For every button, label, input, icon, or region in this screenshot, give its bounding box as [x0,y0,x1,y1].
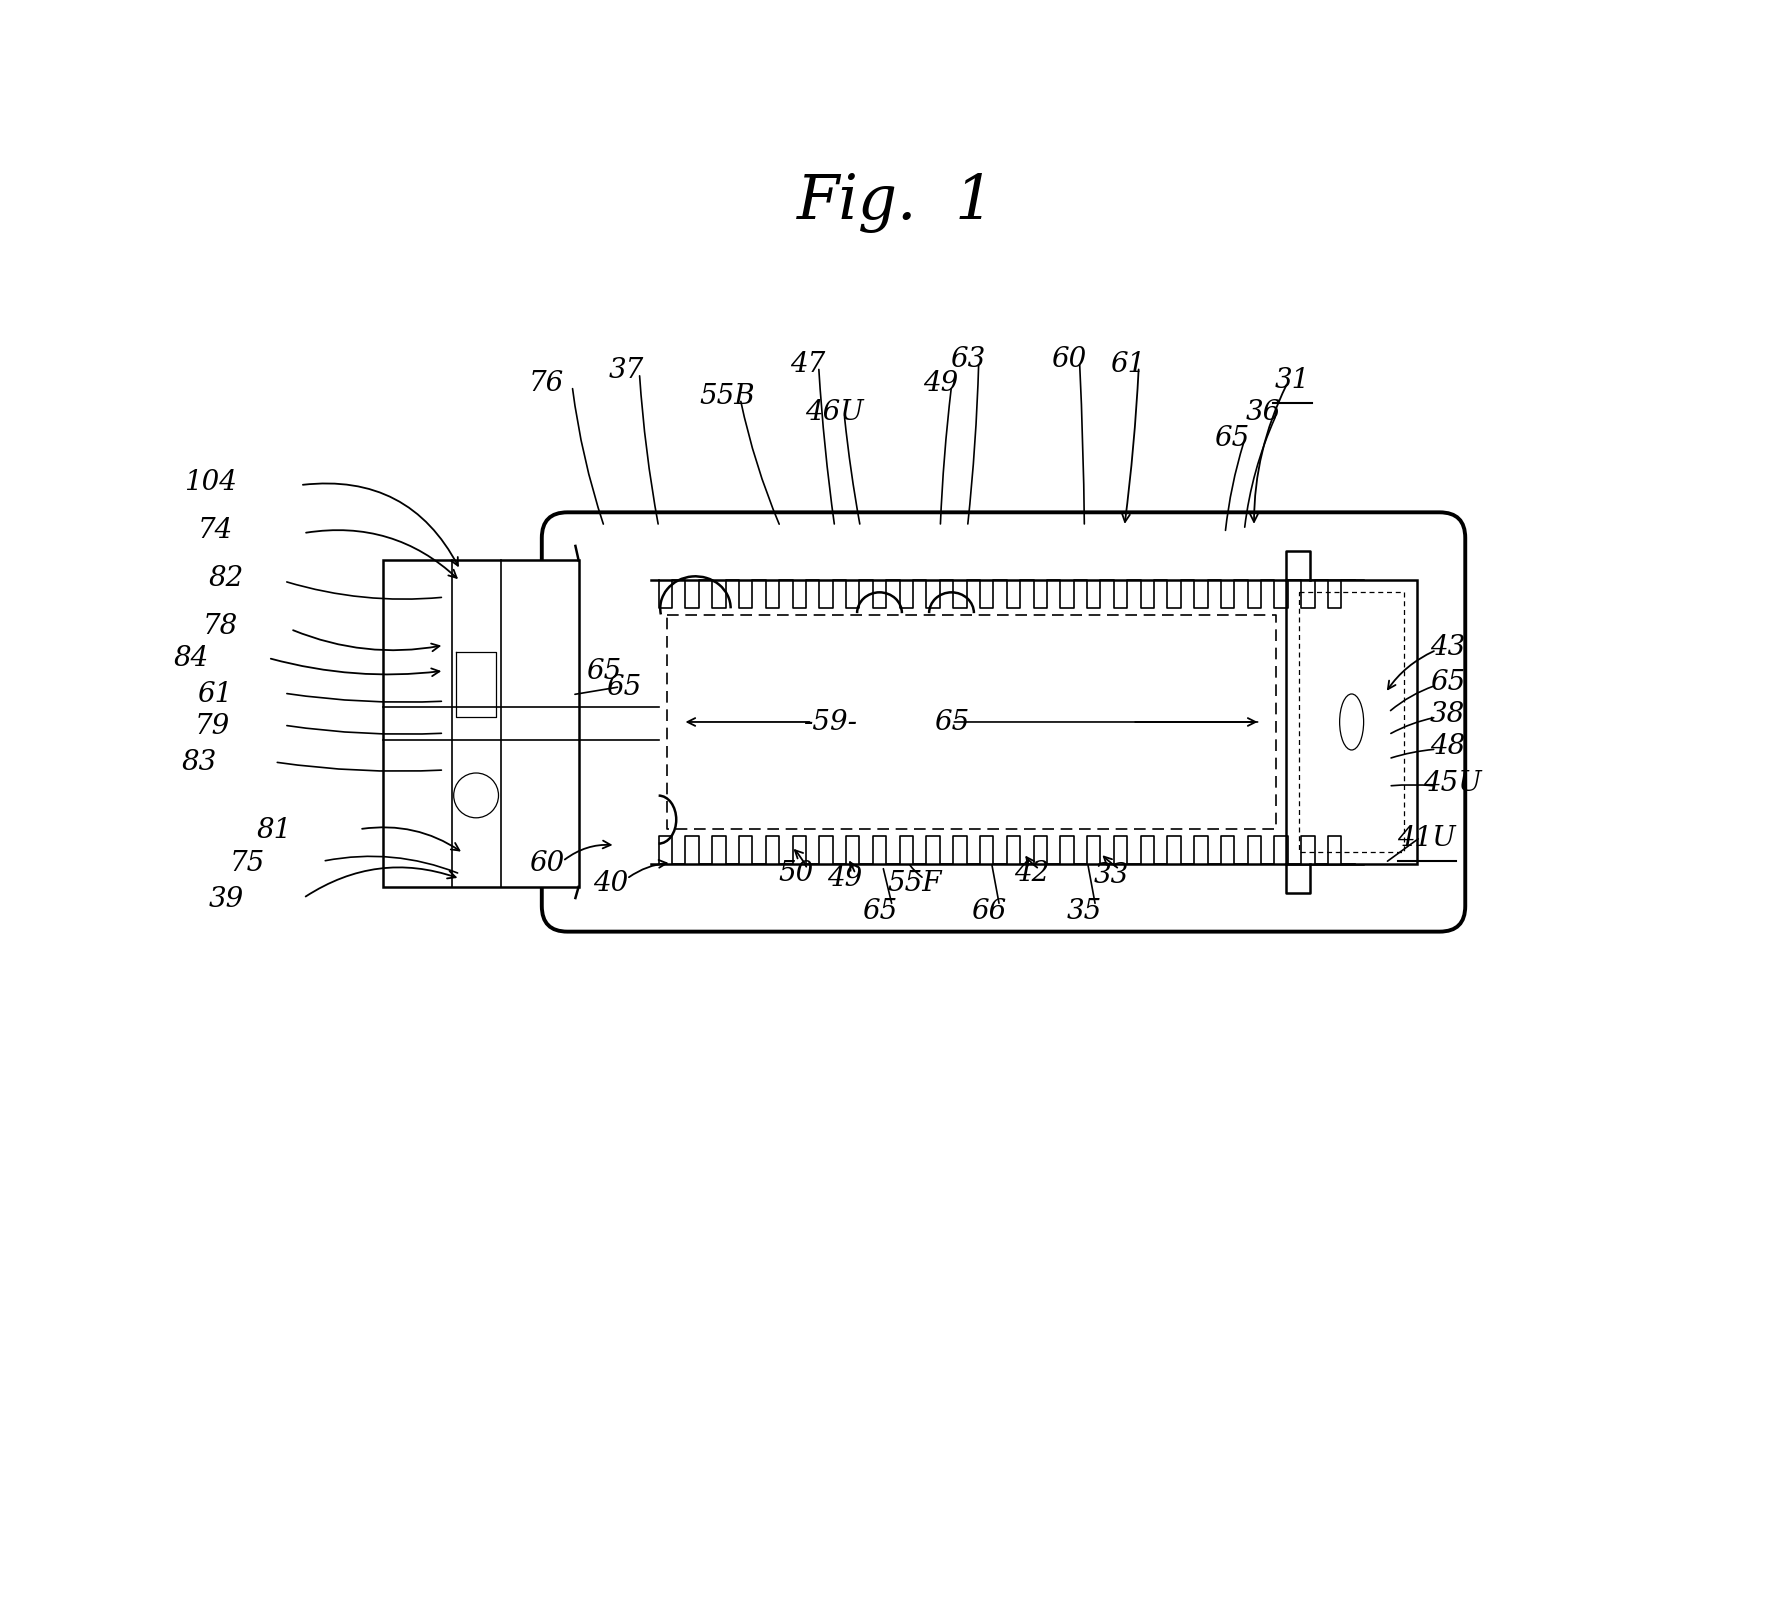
Text: 60: 60 [1051,347,1085,372]
Text: 37: 37 [609,358,645,384]
Text: 41U: 41U [1397,825,1456,851]
FancyArrowPatch shape [287,725,441,735]
Text: 31: 31 [1275,368,1309,393]
Text: 49: 49 [922,371,958,396]
Text: 75: 75 [229,849,265,876]
FancyArrowPatch shape [1080,366,1084,525]
Text: 45U: 45U [1424,770,1481,796]
Text: -59-: -59- [804,709,858,737]
Text: 104: 104 [184,469,236,496]
FancyArrowPatch shape [287,583,441,600]
FancyArrowPatch shape [1089,867,1094,904]
Text: 63: 63 [949,347,985,372]
Text: 79: 79 [195,713,229,740]
FancyArrowPatch shape [741,403,779,525]
FancyArrowPatch shape [1390,687,1435,711]
Text: 42: 42 [1014,859,1050,886]
FancyArrowPatch shape [992,867,999,904]
FancyArrowPatch shape [573,390,604,525]
Text: 65: 65 [933,709,969,737]
Text: 48: 48 [1429,733,1465,761]
Text: 35: 35 [1067,897,1101,924]
Text: 76: 76 [528,371,564,396]
FancyArrowPatch shape [326,857,457,873]
Text: 46U: 46U [806,398,863,425]
Text: 50: 50 [779,859,813,886]
Ellipse shape [1340,695,1363,751]
Text: 65: 65 [861,897,897,924]
FancyArrowPatch shape [883,870,892,904]
Text: 39: 39 [210,884,244,912]
FancyArrowPatch shape [940,390,951,525]
Text: Fig.  1: Fig. 1 [797,173,994,233]
FancyArrowPatch shape [1225,443,1243,531]
Text: 65: 65 [587,658,621,685]
Circle shape [453,774,498,819]
Text: 43: 43 [1429,634,1465,661]
Text: 65: 65 [1214,424,1248,451]
Text: 60: 60 [528,849,564,876]
Text: 55B: 55B [700,382,756,409]
Text: 61: 61 [1110,351,1144,377]
Text: 84: 84 [174,645,210,672]
Text: 61: 61 [197,681,233,708]
Text: 49: 49 [827,863,861,891]
Text: 65: 65 [605,674,641,701]
FancyArrowPatch shape [287,693,441,703]
FancyArrowPatch shape [845,419,860,525]
FancyArrowPatch shape [575,689,618,695]
Text: 74: 74 [197,517,233,544]
FancyArrowPatch shape [1392,719,1435,733]
FancyArrowPatch shape [278,762,441,772]
FancyArrowPatch shape [818,371,835,525]
Text: 66: 66 [971,897,1007,924]
Text: 40: 40 [593,868,629,896]
Text: 55F: 55F [888,868,942,896]
Bar [383,562,578,888]
Text: 36: 36 [1247,398,1281,425]
Text: 38: 38 [1429,701,1465,729]
FancyArrowPatch shape [910,865,922,878]
FancyArrowPatch shape [639,377,657,525]
FancyArrowPatch shape [1392,750,1433,759]
Bar [1286,579,1417,865]
Text: 47: 47 [790,351,826,377]
Text: 83: 83 [181,750,217,775]
FancyBboxPatch shape [543,514,1465,933]
Text: 65: 65 [1429,669,1465,697]
FancyArrowPatch shape [967,366,978,525]
Text: 81: 81 [256,817,292,843]
FancyArrowPatch shape [1245,417,1275,528]
Text: 82: 82 [210,565,244,592]
Text: 78: 78 [202,613,238,640]
Text: 33: 33 [1094,860,1128,888]
